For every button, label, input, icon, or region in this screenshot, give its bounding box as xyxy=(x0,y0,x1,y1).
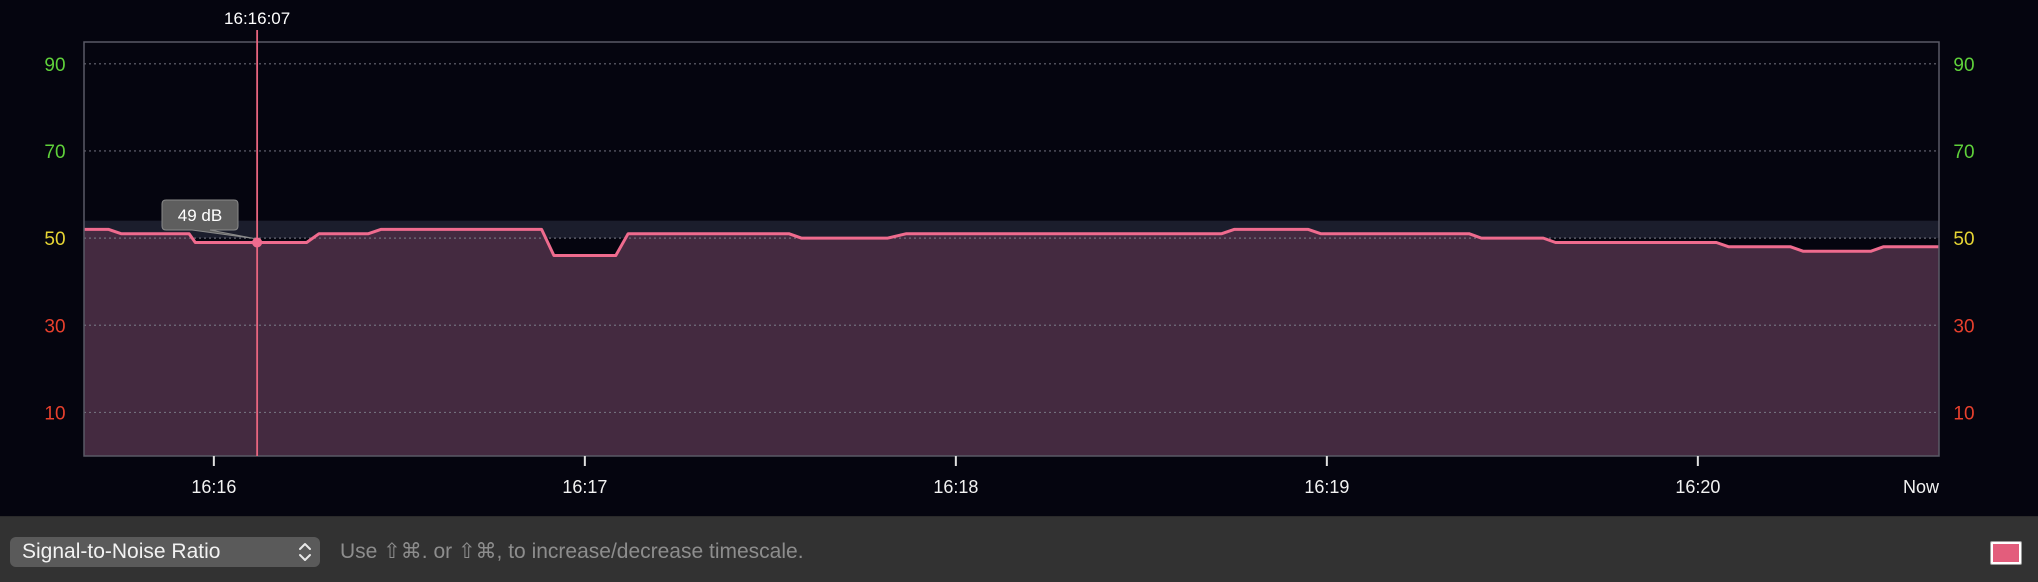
y-tick-label-right: 30 xyxy=(1953,316,1974,337)
value-tooltip xyxy=(161,199,255,239)
y-tick-label-left: 10 xyxy=(44,403,65,424)
y-tick-label-right: 70 xyxy=(1953,142,1974,163)
y-tick-label-left: 50 xyxy=(44,229,65,250)
x-tick-label: Now xyxy=(1903,477,1940,497)
plot-frame xyxy=(83,41,1940,457)
metric-select-label: Signal-to-Noise Ratio xyxy=(22,540,221,563)
y-tick-label-right: 90 xyxy=(1953,55,1974,76)
series-color-swatch[interactable] xyxy=(1990,541,2022,565)
stepper-chevrons-icon xyxy=(299,543,311,561)
footer-bar: Signal-to-Noise Ratio Use ⇧⌘. or ⇧⌘, to … xyxy=(0,516,2038,582)
x-tick-label: 16:18 xyxy=(933,477,978,497)
y-tick-label-left: 70 xyxy=(44,142,65,163)
series-line xyxy=(84,227,1939,257)
series-area xyxy=(84,229,1939,456)
y-tick-label-left: 90 xyxy=(44,55,65,76)
value-tooltip-label: 49 dB xyxy=(178,206,222,225)
reference-band xyxy=(84,220,1939,239)
snr-chart[interactable]: 90 90 70 70 50 50 30 30 10 10 16:16 16:17 16:18 16:19… xyxy=(0,0,2038,516)
x-tick-label: 16:20 xyxy=(1675,477,1720,497)
x-tick-label: 16:19 xyxy=(1304,477,1349,497)
cursor-time-label: 16:16:07 xyxy=(224,9,290,28)
y-tick-label-right: 50 xyxy=(1953,229,1974,250)
metric-select[interactable]: Signal-to-Noise Ratio xyxy=(10,537,320,567)
series-color-swatch-fill xyxy=(1993,544,2019,562)
timescale-hint: Use ⇧⌘. or ⇧⌘, to increase/decrease time… xyxy=(340,540,804,563)
x-tick-label: 16:16 xyxy=(191,477,236,497)
x-tick-label: 16:17 xyxy=(562,477,607,497)
y-tick-label-right: 10 xyxy=(1953,403,1974,424)
y-tick-label-left: 30 xyxy=(44,316,65,337)
chart-svg: 90 90 70 70 50 50 30 30 10 10 16:16 16:17 16:18 16:19… xyxy=(44,9,1974,497)
cursor-point xyxy=(252,237,263,248)
